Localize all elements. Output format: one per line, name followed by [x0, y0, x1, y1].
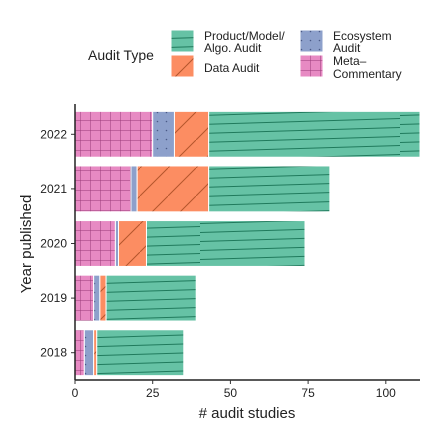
- legend-swatch-ecosystem: [299, 29, 324, 53]
- y-tick-label: 2021: [40, 182, 67, 196]
- legend-label-product-line2: Algo. Audit: [204, 41, 262, 55]
- y-axis-title: Year published: [18, 195, 35, 294]
- bar-2018-series-1: [83, 329, 95, 377]
- bar-2020-series-3: [145, 220, 306, 267]
- x-tick-label: 50: [224, 386, 238, 400]
- plot-area: 2018 2019 2020 2021 2022 0 25 50 75 100: [40, 104, 421, 400]
- x-tick-label: 75: [301, 386, 315, 400]
- bar-2022-series-1: [152, 110, 175, 158]
- legend-title: Audit Type: [88, 47, 154, 63]
- legend-label-data: Data Audit: [204, 61, 260, 75]
- bar-2022-series-2: [173, 110, 210, 158]
- legend-item-meta: Meta– Commentary: [299, 54, 402, 81]
- y-tick-label: 2022: [40, 127, 67, 141]
- x-tick-label: 100: [376, 386, 396, 400]
- legend-label-ecosystem-line2: Audit: [333, 41, 361, 55]
- bar-2020-series-2: [118, 220, 147, 267]
- legend-label-meta-line1: Meta–: [333, 54, 367, 68]
- bar-2022-series-0: [74, 110, 154, 158]
- x-tick-label: 0: [72, 386, 79, 400]
- x-tick-label: 25: [146, 386, 160, 400]
- y-tick-label: 2019: [40, 291, 67, 305]
- bar-2021-series-2: [136, 165, 210, 213]
- bar-2018-series-3: [96, 329, 185, 377]
- x-axis-title: # audit studies: [199, 405, 296, 422]
- bar-2022-series-3: [208, 110, 421, 158]
- legend-label-product-line1: Product/Model/: [204, 29, 285, 43]
- legend-item-data: Data Audit: [170, 54, 260, 78]
- bar-2019-series-2: [99, 274, 107, 322]
- legend-swatch-data: [170, 54, 195, 78]
- bar-2019-series-3: [105, 274, 197, 322]
- bar-2019-series-0: [74, 274, 95, 322]
- bar-2020-series-0: [74, 220, 116, 267]
- bar-2021-series-0: [74, 165, 132, 213]
- y-tick-label: 2018: [40, 346, 67, 360]
- legend-swatch-product: [170, 29, 195, 53]
- y-tick-label: 2020: [40, 237, 67, 251]
- legend-item-ecosystem: Ecosystem Audit: [299, 29, 392, 55]
- bar-2018-series-0: [74, 329, 85, 377]
- legend-label-ecosystem-line1: Ecosystem: [333, 29, 392, 43]
- legend-swatch-meta: [299, 54, 324, 78]
- bar-2021-series-1: [130, 165, 138, 213]
- bar-2021-series-3: [208, 165, 331, 213]
- legend: Audit Type Product/Model/ Algo. Audit Da…: [88, 29, 402, 81]
- bar-2019-series-1: [93, 274, 101, 322]
- legend-label-meta-line2: Commentary: [333, 67, 402, 81]
- legend-item-product: Product/Model/ Algo. Audit: [170, 29, 285, 55]
